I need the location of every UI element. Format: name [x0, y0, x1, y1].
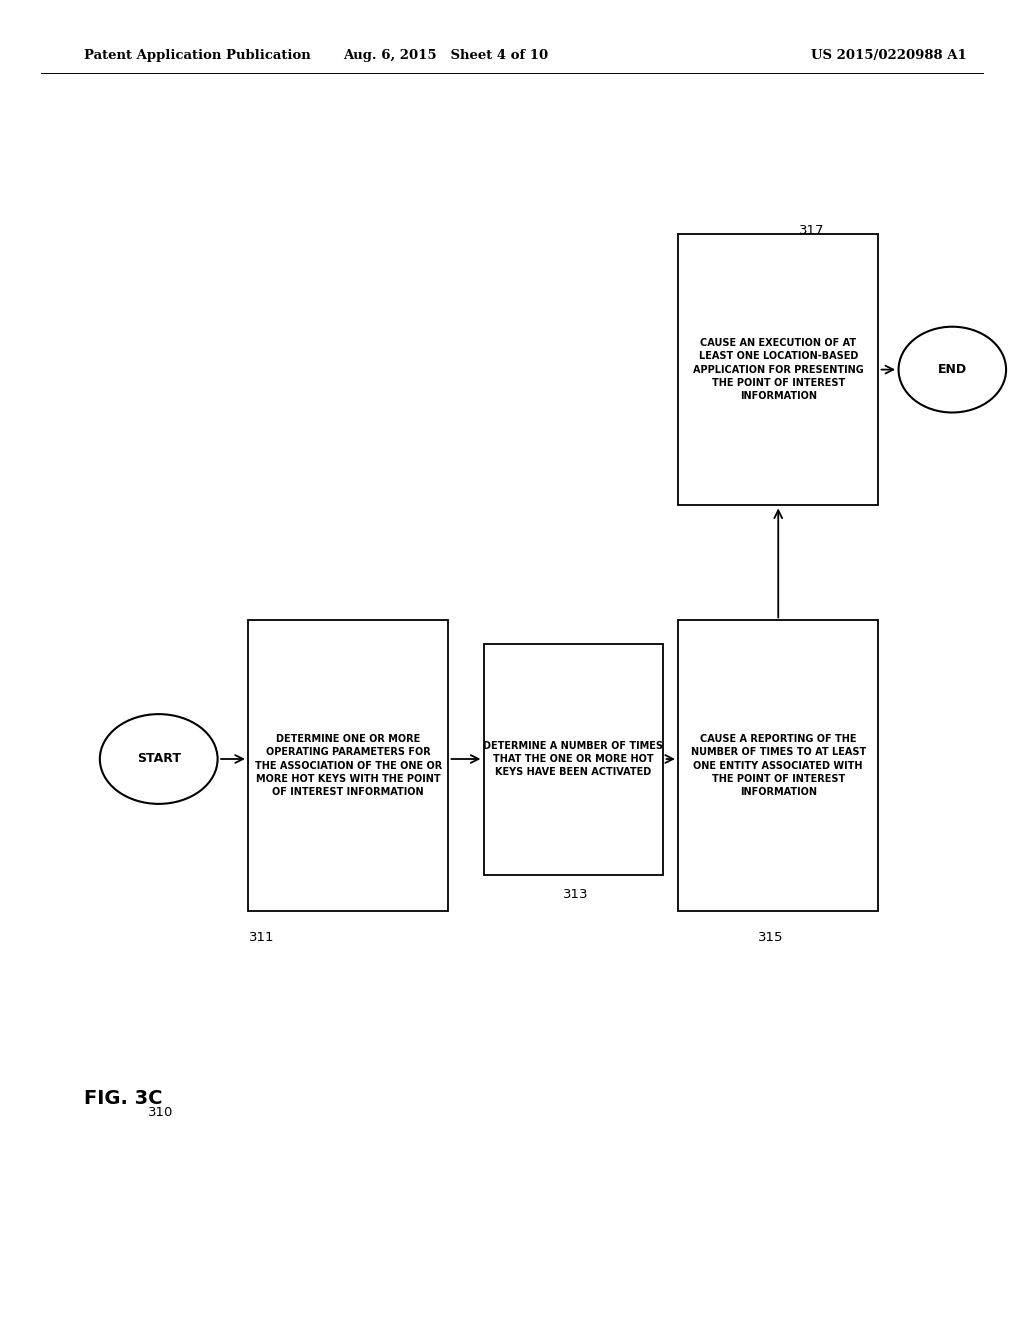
Text: FIG. 3C: FIG. 3C	[84, 1089, 163, 1107]
Text: CAUSE AN EXECUTION OF AT
LEAST ONE LOCATION-BASED
APPLICATION FOR PRESENTING
THE: CAUSE AN EXECUTION OF AT LEAST ONE LOCAT…	[693, 338, 863, 401]
Text: 315: 315	[758, 931, 783, 944]
Text: START: START	[137, 752, 180, 766]
Text: DETERMINE A NUMBER OF TIMES
THAT THE ONE OR MORE HOT
KEYS HAVE BEEN ACTIVATED: DETERMINE A NUMBER OF TIMES THAT THE ONE…	[483, 741, 664, 777]
Text: 317: 317	[799, 224, 824, 238]
Text: Patent Application Publication: Patent Application Publication	[84, 49, 310, 62]
Text: 313: 313	[563, 888, 589, 902]
Text: US 2015/0220988 A1: US 2015/0220988 A1	[811, 49, 967, 62]
Text: Aug. 6, 2015   Sheet 4 of 10: Aug. 6, 2015 Sheet 4 of 10	[343, 49, 548, 62]
Text: CAUSE A REPORTING OF THE
NUMBER OF TIMES TO AT LEAST
ONE ENTITY ASSOCIATED WITH
: CAUSE A REPORTING OF THE NUMBER OF TIMES…	[690, 734, 866, 797]
Text: 311: 311	[249, 931, 274, 944]
Text: END: END	[938, 363, 967, 376]
Text: DETERMINE ONE OR MORE
OPERATING PARAMETERS FOR
THE ASSOCIATION OF THE ONE OR
MOR: DETERMINE ONE OR MORE OPERATING PARAMETE…	[255, 734, 441, 797]
Text: 310: 310	[148, 1106, 174, 1119]
